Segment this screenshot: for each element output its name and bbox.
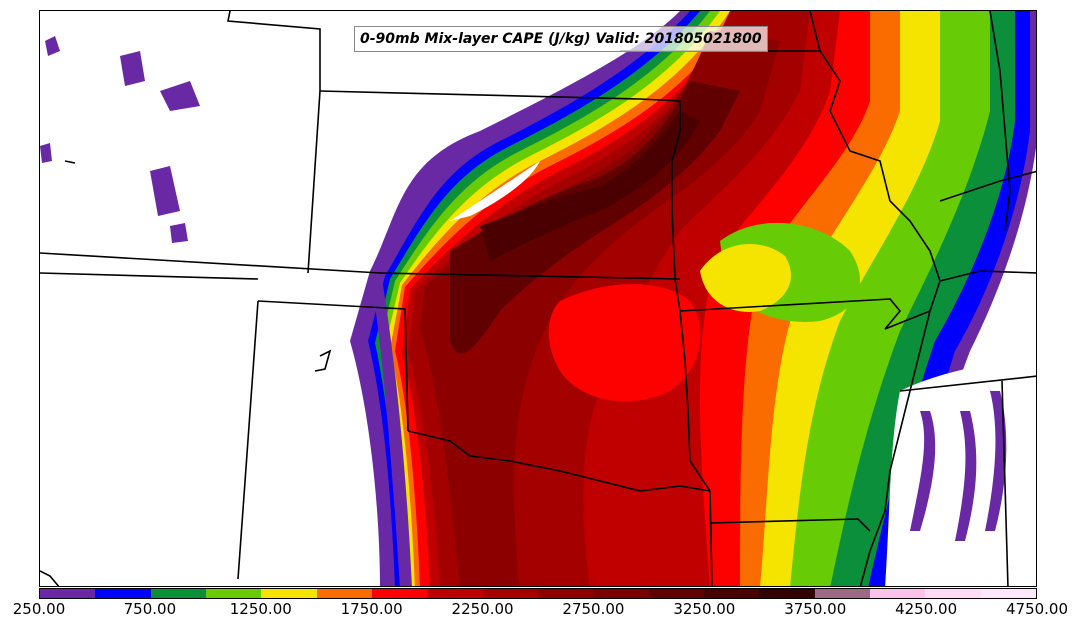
colorbar-tick-label: 2750.00	[562, 600, 625, 618]
border-line	[939, 270, 1036, 282]
border-line	[679, 298, 931, 330]
colorbar-tick-label: 750.00	[123, 600, 177, 618]
state-borders	[40, 11, 1036, 586]
border-line	[237, 300, 259, 580]
colorbar-labels: 250.00 750.00 1250.00 1750.00 2250.00 2750.00…	[0, 600, 1081, 624]
border-line	[620, 50, 941, 312]
border-line	[939, 170, 1036, 202]
border-line	[709, 490, 713, 586]
border-line	[407, 430, 711, 492]
border-line	[859, 310, 931, 586]
border-line	[989, 11, 1011, 232]
map-frame: 0-90mb Mix-layer CAPE (J/kg) Valid: 2018…	[39, 10, 1037, 587]
cape-pocket-center	[548, 284, 701, 402]
border-line	[899, 375, 1036, 392]
border-line	[319, 90, 681, 102]
cape-band-3000	[420, 31, 780, 586]
cape-contours	[40, 11, 1036, 586]
cape-nw-blobs	[40, 36, 200, 243]
border-line	[257, 300, 409, 432]
border-line	[40, 252, 681, 280]
colorbar-segment	[371, 589, 428, 598]
colorbar-segment	[427, 589, 483, 598]
colorbar-segment	[593, 589, 649, 598]
cape-purple-streaks	[910, 391, 1007, 541]
colorbar-tick-label: 1750.00	[340, 600, 403, 618]
colorbar-segment	[482, 589, 538, 598]
cape-map	[40, 11, 1036, 586]
colorbar-segment	[95, 589, 151, 598]
colorbar-segment	[150, 589, 206, 598]
border-line	[1001, 380, 1009, 586]
border-line	[671, 101, 711, 492]
colorbar-tick-label: 3250.00	[673, 600, 736, 618]
border-line	[809, 11, 821, 52]
border-line	[64, 160, 332, 372]
colorbar-segment	[925, 589, 981, 598]
colorbar-segment	[40, 589, 96, 598]
colorbar-tick-label: 3750.00	[784, 600, 847, 618]
border-line	[40, 570, 60, 586]
border-line	[709, 518, 871, 532]
colorbar	[39, 588, 1037, 599]
border-line	[307, 90, 321, 274]
colorbar-segment	[537, 589, 594, 598]
colorbar-tick-label: 4250.00	[895, 600, 958, 618]
colorbar-segment	[205, 589, 262, 598]
colorbar-segment	[759, 589, 815, 598]
colorbar-tick-label: 1250.00	[229, 600, 292, 618]
map-title: 0-90mb Mix-layer CAPE (J/kg) Valid: 2018…	[354, 26, 768, 52]
border-line	[40, 272, 259, 280]
colorbar-segment	[980, 589, 1036, 598]
colorbar-segment	[261, 589, 317, 598]
border-line	[227, 11, 321, 91]
colorbar-segment	[316, 589, 372, 598]
cape-clear-patch	[450, 161, 540, 221]
colorbar-tick-label: 250.00	[12, 600, 66, 618]
cape-west-sliver	[370, 273, 412, 586]
cape-lobe-east-yellow	[700, 244, 791, 312]
colorbar-segment	[648, 589, 704, 598]
colorbar-segment	[814, 589, 870, 598]
colorbar-segment	[869, 589, 926, 598]
colorbar-tick-label: 4750.00	[1005, 600, 1069, 618]
colorbar-tick-label: 2250.00	[451, 600, 514, 618]
cape-band-3500	[480, 111, 700, 261]
colorbar-segment	[703, 589, 760, 598]
